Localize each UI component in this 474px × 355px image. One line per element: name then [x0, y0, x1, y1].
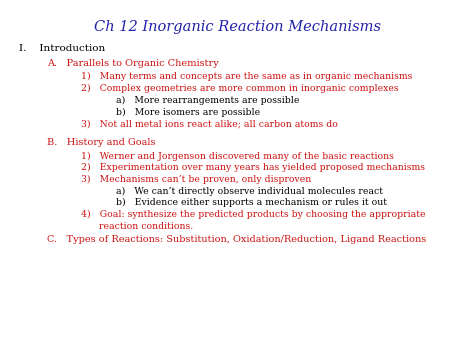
- Text: a)   More rearrangements are possible: a) More rearrangements are possible: [116, 96, 300, 105]
- Text: 1)   Many terms and concepts are the same as in organic mechanisms: 1) Many terms and concepts are the same …: [81, 72, 412, 81]
- Text: 3)   Mechanisms can’t be proven, only disproven: 3) Mechanisms can’t be proven, only disp…: [81, 175, 311, 184]
- Text: I.    Introduction: I. Introduction: [19, 44, 105, 53]
- Text: B.   History and Goals: B. History and Goals: [47, 138, 156, 147]
- Text: Ch 12 Inorganic Reaction Mechanisms: Ch 12 Inorganic Reaction Mechanisms: [93, 20, 381, 33]
- Text: 1)   Werner and Jorgenson discovered many of the basic reactions: 1) Werner and Jorgenson discovered many …: [81, 152, 393, 161]
- Text: a)   We can’t directly observe individual molecules react: a) We can’t directly observe individual …: [116, 187, 383, 196]
- Text: b)   Evidence either supports a mechanism or rules it out: b) Evidence either supports a mechanism …: [116, 198, 387, 207]
- Text: A.   Parallels to Organic Chemistry: A. Parallels to Organic Chemistry: [47, 59, 219, 68]
- Text: 3)   Not all metal ions react alike; all carbon atoms do: 3) Not all metal ions react alike; all c…: [81, 120, 337, 129]
- Text: 2)   Experimentation over many years has yielded proposed mechanisms: 2) Experimentation over many years has y…: [81, 163, 425, 173]
- Text: C.   Types of Reactions: Substitution, Oxidation/Reduction, Ligand Reactions: C. Types of Reactions: Substitution, Oxi…: [47, 235, 427, 244]
- Text: 2)   Complex geometries are more common in inorganic complexes: 2) Complex geometries are more common in…: [81, 84, 398, 93]
- Text: b)   More isomers are possible: b) More isomers are possible: [116, 108, 260, 117]
- Text: 4)   Goal: synthesize the predicted products by choosing the appropriate: 4) Goal: synthesize the predicted produc…: [81, 210, 425, 219]
- Text: reaction conditions.: reaction conditions.: [81, 222, 193, 230]
